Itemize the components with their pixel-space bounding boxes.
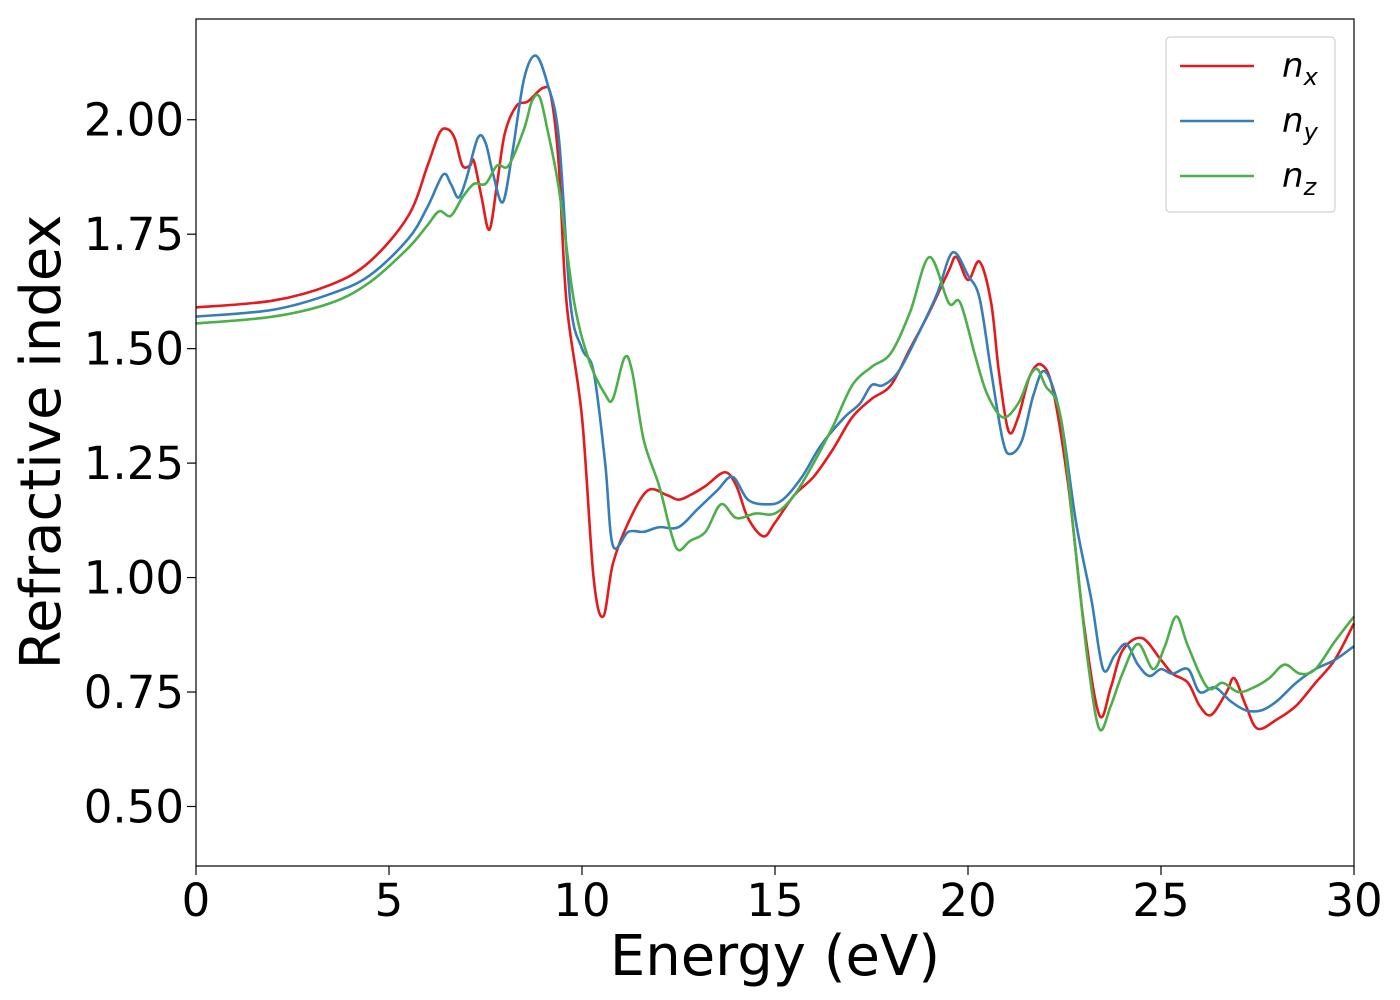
plot-background (196, 19, 1354, 866)
x-tick-label: 30 (1325, 874, 1382, 927)
x-tick-label: 15 (746, 874, 803, 927)
y-axis: 0.50 0.75 1.00 1.25 1.50 1.75 2.00 (84, 94, 196, 833)
x-tick-label: 0 (182, 874, 211, 927)
x-tick-label: 25 (1132, 874, 1189, 927)
x-tick-label: 10 (553, 874, 610, 927)
y-tick-label: 0.50 (84, 780, 184, 833)
x-tick-label: 5 (375, 874, 404, 927)
legend-box (1165, 36, 1336, 213)
y-tick-label: 1.50 (84, 323, 184, 376)
series-line-n-z (195, 93, 1356, 732)
x-axis: 0 5 10 15 20 25 30 (182, 866, 1383, 927)
y-tick-label: 0.75 (84, 666, 184, 719)
y-tick-label: 1.00 (84, 552, 184, 605)
legend-subscript: x (1303, 63, 1319, 91)
legend-subscript: y (1303, 118, 1319, 146)
y-tick-label: 1.75 (84, 208, 184, 261)
y-tick-label: 2.00 (84, 94, 184, 147)
y-axis-label: Refractive index (9, 215, 74, 670)
series-layer (195, 54, 1356, 732)
x-axis-label: Energy (eV) (610, 924, 940, 989)
series-line-n-y (195, 54, 1355, 713)
x-tick-label: 20 (939, 874, 996, 927)
legend-subscript: z (1303, 173, 1318, 201)
y-tick-label: 1.25 (84, 437, 184, 490)
